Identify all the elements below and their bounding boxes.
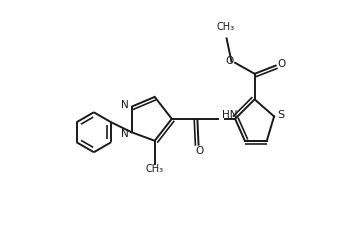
- Text: N: N: [121, 129, 129, 139]
- Text: N: N: [121, 100, 129, 110]
- Text: CH₃: CH₃: [216, 22, 235, 32]
- Text: O: O: [196, 146, 204, 156]
- Text: CH₃: CH₃: [146, 164, 164, 174]
- Text: O: O: [278, 59, 286, 69]
- Text: HN: HN: [222, 110, 237, 120]
- Text: S: S: [277, 110, 284, 120]
- Text: O: O: [226, 56, 234, 66]
